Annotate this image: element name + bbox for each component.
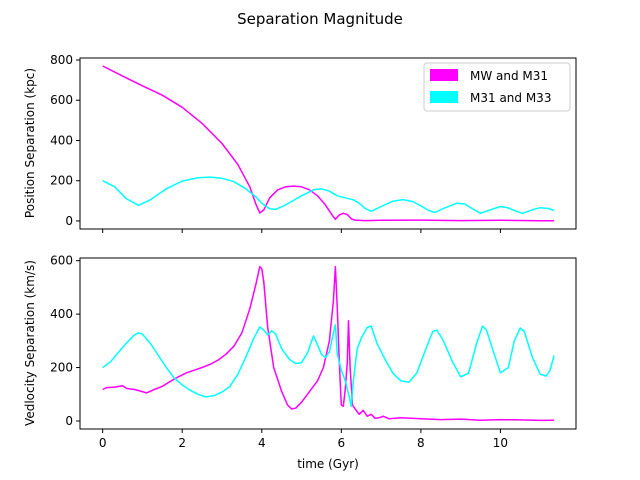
y-tick-label: 400 bbox=[50, 307, 73, 321]
x-tick-label: 2 bbox=[178, 436, 186, 450]
y-tick-label: 400 bbox=[50, 133, 73, 147]
legend-label-mw-m31: MW and M31 bbox=[470, 69, 548, 83]
position-plot-frame bbox=[79, 57, 577, 230]
y-tick-label: 0 bbox=[65, 214, 73, 228]
x-tick-label: 4 bbox=[258, 436, 266, 450]
y-tick-label: 200 bbox=[50, 361, 73, 375]
velocity-ylabel: Vedlocity Separation (km/s) bbox=[23, 260, 37, 426]
velocity-ticks: 0 200 400 600 0 2 4 6 8 10 bbox=[50, 254, 508, 450]
position-ticks: 0 200 400 600 800 bbox=[50, 53, 501, 233]
series-line-mw-and-m31 bbox=[102, 65, 555, 222]
x-tick-label: 10 bbox=[493, 436, 508, 450]
x-tick-label: 6 bbox=[338, 436, 346, 450]
legend-swatch-mw-m31 bbox=[430, 69, 458, 81]
y-tick-label: 0 bbox=[65, 414, 73, 428]
legend-swatch-m31-m33 bbox=[430, 91, 458, 103]
x-tick-label: 8 bbox=[417, 436, 425, 450]
position-series bbox=[102, 65, 555, 222]
legend-label-m31-m33: M31 and M33 bbox=[470, 91, 551, 105]
velocity-separation-axes: Vedlocity Separation (km/s) 0 200 400 600 0 2… bbox=[23, 254, 577, 450]
series-line-m31-and-m33 bbox=[102, 324, 555, 408]
x-tick-label: 0 bbox=[99, 436, 107, 450]
x-axis-label: time (Gyr) bbox=[297, 457, 359, 471]
legend: MW and M31 M31 and M33 bbox=[423, 62, 571, 112]
position-ylabel: Position Separation (kpc) bbox=[23, 68, 37, 218]
series-line-m31-and-m33 bbox=[102, 176, 555, 215]
y-tick-label: 600 bbox=[50, 93, 73, 107]
figure-title: Separation Magnitude bbox=[237, 10, 403, 28]
velocity-series bbox=[102, 265, 555, 422]
position-separation-axes: Position Separation (kpc) 0200400600800 … bbox=[23, 53, 577, 233]
legend-frame bbox=[423, 62, 571, 112]
y-tick-label: 600 bbox=[50, 254, 73, 268]
velocity-plot-frame bbox=[79, 257, 577, 430]
y-tick-label: 800 bbox=[50, 53, 73, 67]
y-tick-label: 200 bbox=[50, 174, 73, 188]
